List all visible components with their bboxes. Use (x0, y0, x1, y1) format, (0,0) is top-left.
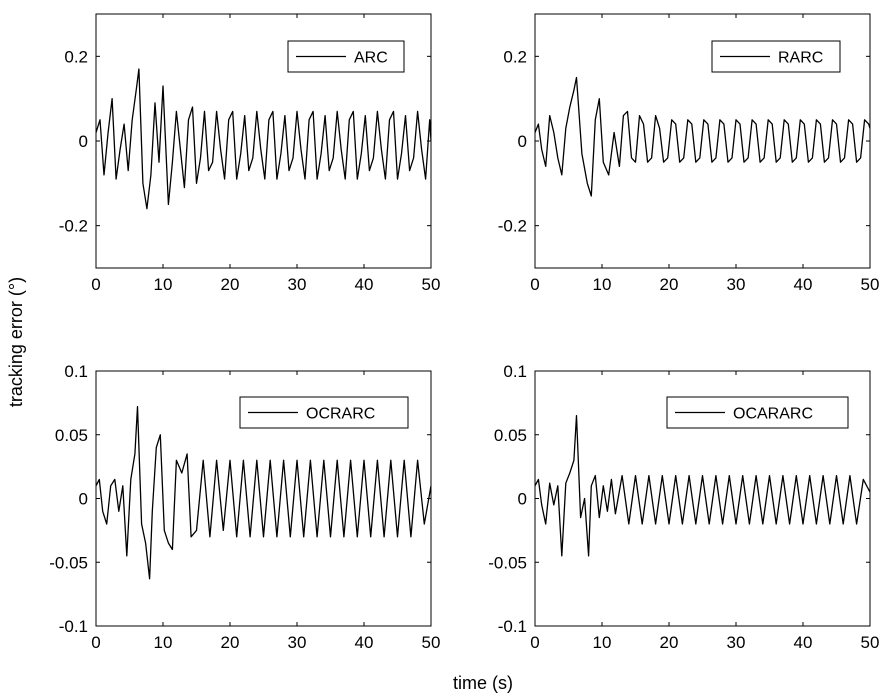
x-tick-label: 40 (355, 633, 374, 652)
series-line-ocrarc (96, 406, 431, 580)
chart-panel-rarc: 0 10 20 30 40 50 -0.2 0 0.2 RARC (498, 13, 880, 294)
x-tick-label: 0 (530, 275, 539, 294)
y-tick-label: 0.1 (64, 362, 88, 381)
y-tick-label: 0.05 (55, 426, 88, 445)
x-axis-label: time (s) (453, 673, 513, 693)
x-tick-label: 10 (593, 633, 612, 652)
x-tick-label: 0 (530, 633, 539, 652)
chart-panel-ocararc: 0 10 20 30 40 50 -0.1 -0.05 0 0.05 0.1 OCARARC (488, 362, 879, 652)
x-tick-label: 0 (91, 633, 100, 652)
x-tick-label: 20 (660, 275, 679, 294)
legend-label: OCRARC (306, 406, 375, 423)
legend-box (666, 396, 849, 429)
legend-label: RARC (778, 50, 823, 67)
y-tick-label: -0.05 (49, 553, 88, 572)
x-tick-label: 50 (861, 633, 880, 652)
y-tick-label: 0.05 (494, 426, 527, 445)
y-tick-label: -0.05 (488, 553, 527, 572)
y-tick-label: -0.2 (498, 217, 527, 236)
series-line-rarc (535, 76, 870, 197)
x-tick-label: 20 (221, 633, 240, 652)
x-tick-label: 20 (660, 633, 679, 652)
x-tick-label: 30 (727, 633, 746, 652)
y-tick-label: 0 (518, 132, 527, 151)
y-tick-label: 0 (79, 132, 88, 151)
series-line-arc (96, 68, 431, 210)
legend-label: ARC (354, 50, 388, 67)
x-tick-label: 40 (794, 633, 813, 652)
x-tick-label: 50 (422, 275, 441, 294)
x-tick-label: 10 (154, 633, 173, 652)
x-tick-label: 20 (221, 275, 240, 294)
series-line-ocararc (535, 414, 870, 557)
y-axis-label: tracking error (°) (6, 277, 26, 407)
x-tick-label: 50 (861, 275, 880, 294)
y-tick-label: 0 (518, 490, 527, 509)
x-tick-label: 30 (288, 275, 307, 294)
y-tick-label: 0.1 (503, 362, 527, 381)
y-tick-label: 0 (79, 490, 88, 509)
chart-panel-arc: 0 10 20 30 40 50 -0.2 0 0.2 ARC (59, 13, 441, 294)
x-tick-label: 40 (355, 275, 374, 294)
legend-label: OCARARC (733, 406, 813, 423)
chart-panel-ocrarc: 0 10 20 30 40 50 -0.1 -0.05 0 0.05 0.1 OCRARC (49, 362, 440, 652)
x-tick-label: 30 (727, 275, 746, 294)
x-tick-label: 50 (422, 633, 441, 652)
x-tick-label: 0 (91, 275, 100, 294)
y-tick-label: -0.1 (498, 617, 527, 636)
x-tick-label: 10 (154, 275, 173, 294)
x-tick-label: 40 (794, 275, 813, 294)
y-tick-label: 0.2 (503, 47, 527, 66)
x-tick-label: 30 (288, 633, 307, 652)
x-tick-label: 10 (593, 275, 612, 294)
y-tick-label: 0.2 (64, 47, 88, 66)
y-tick-label: -0.2 (59, 217, 88, 236)
y-tick-label: -0.1 (59, 617, 88, 636)
